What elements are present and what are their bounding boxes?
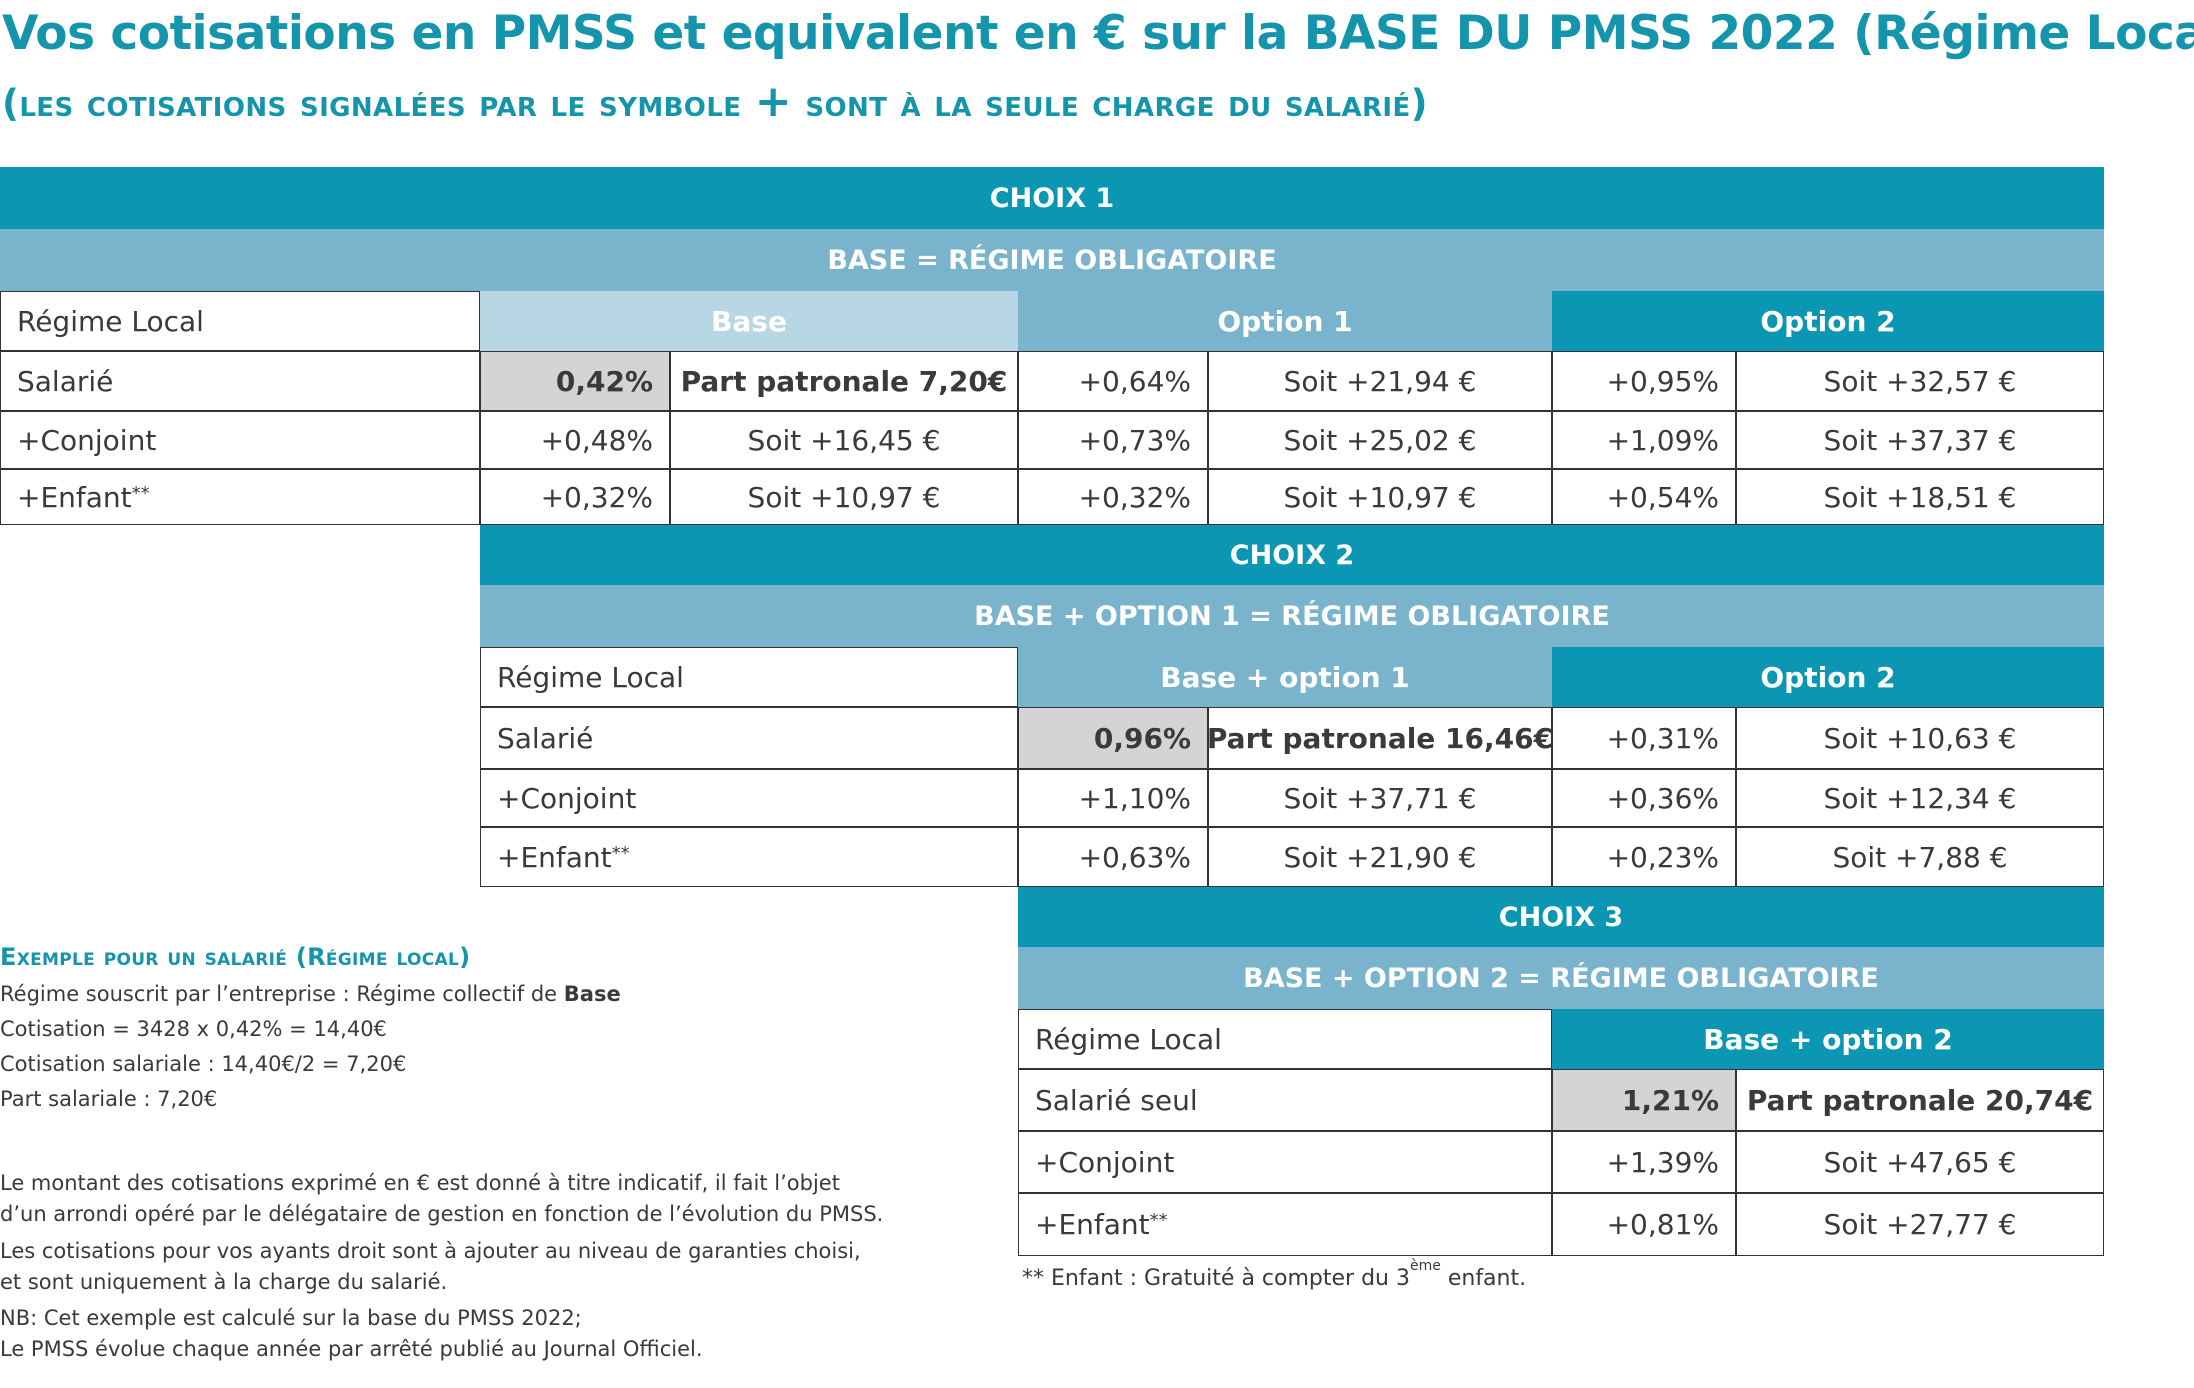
choix1-row-opt2-pct: +0,54% (1552, 469, 1736, 525)
page-subtitle: (les cotisations signalées par le symbol… (2, 76, 1428, 127)
choix2-col-base: Base + option 1 (1018, 647, 1552, 707)
choix2-row-base-eur: Soit +21,90 € (1208, 827, 1552, 887)
footnote-marker: ** (131, 482, 150, 504)
choix1-row-base-pct: +0,48% (480, 411, 670, 469)
choix1-col-option2: Option 2 (1552, 291, 2104, 351)
choix2-row-base-eur: Part patronale 16,46€ (1207, 707, 1553, 769)
choix1-row-opt2-eur: Soit +18,51 € (1736, 469, 2104, 525)
plus-symbol: + (754, 76, 793, 127)
example-line: Régime souscrit par l’entreprise : Régim… (0, 977, 900, 1012)
choix1-row-base-eur: Soit +16,45 € (670, 411, 1018, 469)
example-title: Exemple pour un salarié (Régime local) (0, 943, 471, 971)
choix1-row-label: Salarié (0, 351, 480, 411)
choix3-row-base-pct: 1,21% (1552, 1069, 1736, 1131)
choix1-row-opt1-pct: +0,64% (1018, 351, 1208, 411)
choix2-row-opt2-eur: Soit +10,63 € (1736, 707, 2104, 769)
choix1-row-base-eur: Soit +10,97 € (670, 469, 1018, 525)
footnote-text-end: enfant. (1440, 1266, 1527, 1291)
choix1-row-label: +Conjoint (0, 411, 480, 469)
note-line: Le montant des cotisations exprimé en € … (0, 1171, 840, 1195)
example-line: Cotisation salariale : 14,40€/2 = 7,20€ (0, 1052, 407, 1076)
choix2-row-label: +Enfant ** (480, 827, 1018, 887)
choix1-row-opt1-eur: Soit +21,94 € (1208, 351, 1552, 411)
choix1-row-opt2-pct: +1,09% (1552, 411, 1736, 469)
choix2-header: CHOIX 2 (480, 525, 2104, 585)
choix2-corner: Régime Local (480, 647, 1018, 707)
enfant-label: +Enfant (1035, 1208, 1150, 1241)
choix2-row-label: Salarié (480, 707, 1018, 769)
choix1-row-label: +Enfant ** (0, 469, 480, 525)
choix1-row-base-pct: 0,42% (480, 351, 670, 411)
note-line: Le PMSS évolue chaque année par arrêté p… (0, 1337, 703, 1361)
choix2-row-opt2-pct: +0,31% (1552, 707, 1736, 769)
choix1-row-opt1-eur: Soit +10,97 € (1208, 469, 1552, 525)
choix1-subheader: BASE = RÉGIME OBLIGATOIRE (0, 229, 2104, 291)
paren-open: ( (2, 82, 20, 125)
note-line: et sont uniquement à la charge du salari… (0, 1270, 448, 1294)
choix1-row-opt1-eur: Soit +25,02 € (1208, 411, 1552, 469)
choix2-row-opt2-pct: +0,36% (1552, 769, 1736, 827)
choix2-row-opt2-eur: Soit +12,34 € (1736, 769, 2104, 827)
choix3-row-label: Salarié seul (1018, 1069, 1552, 1131)
note-paragraph-1: Le montant des cotisations exprimé en € … (0, 1168, 900, 1230)
choix3-row-base-pct: +1,39% (1552, 1131, 1736, 1193)
choix1-row-base-eur: Part patronale 7,20€ (670, 351, 1018, 411)
choix2-row-base-pct: +0,63% (1018, 827, 1208, 887)
example-line: Part salariale : 7,20€ (0, 1087, 218, 1111)
choix2-col-option2: Option 2 (1552, 647, 2104, 707)
choix3-header: CHOIX 3 (1018, 887, 2104, 947)
choix3-corner: Régime Local (1018, 1009, 1552, 1069)
choix3-row-label: +Enfant ** (1018, 1193, 1552, 1256)
choix3-row-label: +Conjoint (1018, 1131, 1552, 1193)
enfant-label: +Enfant (497, 840, 612, 874)
choix2-row-base-pct: 0,96% (1018, 707, 1208, 769)
choix1-row-opt1-pct: +0,73% (1018, 411, 1208, 469)
choix1-header: CHOIX 1 (0, 167, 2104, 229)
example-line1-text: Régime souscrit par l’entreprise : Régim… (0, 982, 564, 1006)
subtitle-text: les cotisations signalées par le symbole (19, 82, 742, 125)
choix1-row-base-pct: +0,32% (480, 469, 670, 525)
choix1-row-opt1-pct: +0,32% (1018, 469, 1208, 525)
choix2-row-opt2-pct: +0,23% (1552, 827, 1736, 887)
choix1-row-opt2-eur: Soit +32,57 € (1736, 351, 2104, 411)
choix1-corner: Régime Local (0, 291, 480, 351)
choix3-row-base-pct: +0,81% (1552, 1193, 1736, 1256)
choix3-subheader: BASE + OPTION 2 = RÉGIME OBLIGATOIRE (1018, 947, 2104, 1009)
note-line: d’un arrondi opéré par le délégataire de… (0, 1202, 884, 1226)
choix3-col-base: Base + option 2 (1552, 1009, 2104, 1069)
choix1-row-opt2-pct: +0,95% (1552, 351, 1736, 411)
choix3-row-base-eur: Soit +27,77 € (1736, 1193, 2104, 1256)
example-line: Cotisation = 3428 x 0,42% = 14,40€ (0, 1017, 387, 1041)
choix3-row-base-eur: Part patronale 20,74€ (1736, 1069, 2104, 1131)
footnote-marker: ** (1149, 1210, 1168, 1231)
subtitle-text-2: sont à la seule charge du salarié (805, 82, 1411, 125)
choix2-row-label: +Conjoint (480, 769, 1018, 827)
note-line: Les cotisations pour vos ayants droit so… (0, 1239, 861, 1263)
paren-close: ) (1410, 82, 1428, 125)
note-paragraph-2: Les cotisations pour vos ayants droit so… (0, 1236, 900, 1298)
note-line: NB: Cet exemple est calculé sur la base … (0, 1306, 582, 1330)
choix1-col-base: Base (480, 291, 1018, 351)
example-block: Exemple pour un salarié (Régime local) R… (0, 943, 900, 1117)
choix2-row-base-pct: +1,10% (1018, 769, 1208, 827)
enfant-label: +Enfant (17, 480, 132, 514)
example-line1-bold: Base (563, 982, 621, 1006)
choix2-row-base-eur: Soit +37,71 € (1208, 769, 1552, 827)
footnote-sup: ème (1409, 1258, 1441, 1274)
choix2-subheader: BASE + OPTION 1 = RÉGIME OBLIGATOIRE (480, 585, 2104, 647)
choix3-row-base-eur: Soit +47,65 € (1736, 1131, 2104, 1193)
choix1-col-option1: Option 1 (1018, 291, 1552, 351)
choix1-row-opt2-eur: Soit +37,37 € (1736, 411, 2104, 469)
footnote: ** Enfant : Gratuité à compter du 3ème e… (1022, 1258, 1527, 1291)
footnote-text: ** Enfant : Gratuité à compter du 3 (1022, 1266, 1410, 1291)
page-title: Vos cotisations en PMSS et equivalent en… (2, 6, 2194, 61)
choix2-row-opt2-eur: Soit +7,88 € (1736, 827, 2104, 887)
footnote-marker: ** (611, 842, 630, 864)
note-paragraph-3: NB: Cet exemple est calculé sur la base … (0, 1303, 900, 1365)
